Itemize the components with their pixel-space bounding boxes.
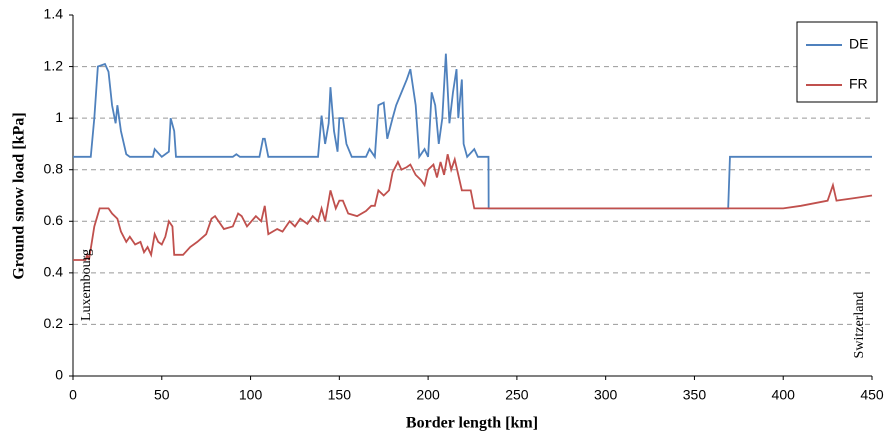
y-tick-label: 1.2 bbox=[44, 57, 64, 73]
x-tick-label: 200 bbox=[416, 387, 440, 403]
x-tick-label: 350 bbox=[683, 387, 707, 403]
annotation: Switzerland bbox=[852, 292, 867, 359]
x-tick-label: 100 bbox=[239, 387, 263, 403]
y-tick-label: 0.2 bbox=[44, 315, 64, 331]
x-tick-label: 300 bbox=[594, 387, 618, 403]
legend-box bbox=[796, 21, 878, 103]
data-line bbox=[73, 154, 873, 261]
y-tick-label: 0.8 bbox=[44, 160, 64, 176]
legend-label: DE bbox=[849, 36, 868, 52]
y-tick-label: 1.4 bbox=[44, 6, 64, 22]
x-tick-label: 450 bbox=[860, 387, 884, 403]
x-tick-label: 50 bbox=[154, 387, 170, 403]
x-tick-label: 400 bbox=[772, 387, 796, 403]
data-line bbox=[73, 53, 872, 210]
x-tick-label: 250 bbox=[505, 387, 529, 403]
legend-label: FR bbox=[849, 76, 868, 92]
y-axis-title: Ground snow load [kPa] bbox=[11, 112, 28, 279]
x-axis-title: Border length [km] bbox=[406, 415, 538, 432]
x-tick-label: 150 bbox=[328, 387, 352, 403]
y-tick-label: 0.6 bbox=[44, 212, 64, 228]
annotation: Luxembourg bbox=[79, 249, 94, 321]
y-tick-label: 1 bbox=[55, 109, 63, 125]
y-tick-label: 0.4 bbox=[44, 264, 64, 280]
x-tick-label: 0 bbox=[69, 387, 77, 403]
y-tick-label: 0 bbox=[55, 367, 63, 383]
